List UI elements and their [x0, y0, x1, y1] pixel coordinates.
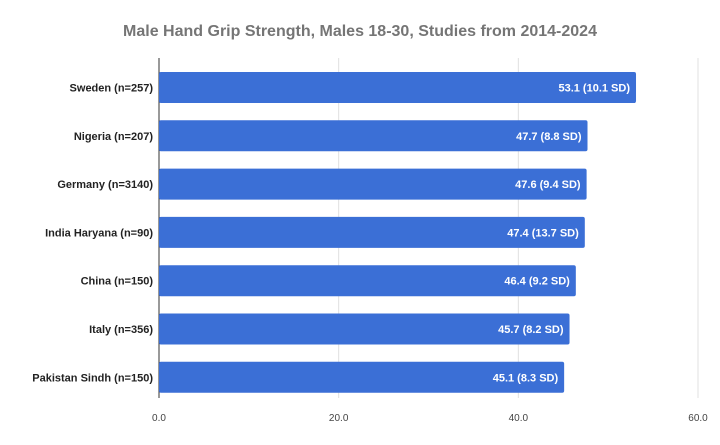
x-tick-label: 40.0 — [509, 413, 529, 424]
chart-title: Male Hand Grip Strength, Males 18-30, St… — [123, 23, 597, 40]
category-label: Pakistan Sindh (n=150) — [32, 372, 153, 384]
category-label: India Haryana (n=90) — [45, 227, 153, 239]
bar — [159, 313, 570, 345]
bar-data-label: 47.6 (9.4 SD) — [515, 179, 581, 191]
bar-data-label: 45.7 (8.2 SD) — [498, 324, 564, 336]
category-label: Nigeria (n=207) — [74, 131, 154, 143]
category-label: Sweden (n=257) — [70, 83, 154, 95]
category-label: Germany (n=3140) — [57, 179, 153, 191]
x-tick-label: 20.0 — [329, 413, 349, 424]
category-label: Italy (n=356) — [89, 324, 153, 336]
bar — [159, 361, 565, 393]
bar — [159, 216, 585, 248]
category-label: China (n=150) — [81, 276, 154, 288]
bar — [159, 120, 588, 152]
bar-data-label: 45.1 (8.3 SD) — [493, 372, 559, 384]
x-tick-label: 0.0 — [152, 413, 166, 424]
bar-data-label: 47.7 (8.8 SD) — [516, 131, 582, 143]
bar — [159, 72, 637, 103]
category-labels: Sweden (n=257) Nigeria (n=207) Germany (n=… — [32, 83, 153, 385]
bar-data-label: 46.4 (9.2 SD) — [504, 276, 570, 288]
x-axis-ticks: 0.0 20.0 40.0 60.0 — [152, 413, 708, 424]
bar — [159, 168, 587, 200]
x-tick-label: 60.0 — [688, 413, 708, 424]
bars: 53.1 (10.1 SD) 47.7 (8.8 SD) 47.6 (9.4 SD)… — [159, 72, 637, 393]
bar — [159, 265, 576, 297]
bar-data-label: 53.1 (10.1 SD) — [558, 83, 630, 95]
bar-data-label: 47.4 (13.7 SD) — [507, 227, 579, 239]
